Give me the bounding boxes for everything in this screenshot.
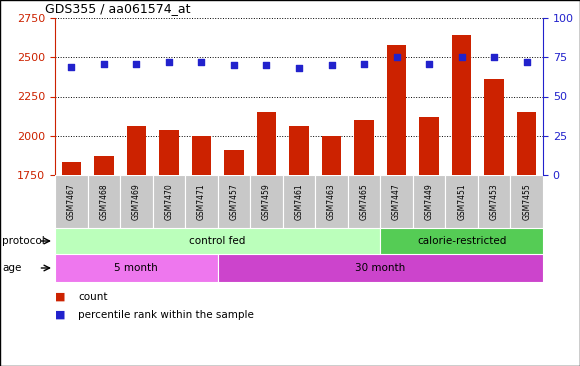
Point [295,65,304,71]
Text: GSM7455: GSM7455 [522,183,531,220]
Bar [413,175,445,228]
Bar [380,228,543,254]
Point [99,61,108,67]
Bar [478,175,510,228]
Point [392,54,401,60]
Point [262,62,271,68]
Bar [218,175,250,228]
Bar [120,175,153,228]
Bar [282,175,316,228]
Bar [55,254,218,282]
Text: percentile rank within the sample: percentile rank within the sample [78,310,254,320]
Bar [55,228,380,254]
Text: GSM7451: GSM7451 [457,183,466,220]
Text: calorie-restricted: calorie-restricted [417,236,506,246]
Bar [88,175,120,228]
Text: GSM7459: GSM7459 [262,183,271,220]
Point [457,54,466,60]
Bar [387,45,407,175]
Text: GSM7447: GSM7447 [392,183,401,220]
Bar [322,136,341,175]
Bar [250,175,282,228]
Bar [316,175,348,228]
Point [67,64,76,70]
Bar [445,175,478,228]
Point [327,62,336,68]
Bar [289,126,309,175]
Point [164,59,173,65]
Bar [185,175,218,228]
Bar [452,35,472,175]
Bar [354,120,374,175]
Text: GSM7463: GSM7463 [327,183,336,220]
Text: GDS355 / aa061574_at: GDS355 / aa061574_at [45,2,190,15]
Point [229,62,238,68]
Point [197,59,206,65]
Bar [257,112,276,175]
Bar [126,126,146,175]
Bar [218,254,543,282]
Text: GSM7461: GSM7461 [295,183,303,220]
Text: GSM7468: GSM7468 [99,183,108,220]
Bar [510,175,543,228]
Point [490,54,499,60]
Bar [224,150,244,175]
Text: 5 month: 5 month [114,263,158,273]
Text: GSM7469: GSM7469 [132,183,141,220]
Point [132,61,141,67]
Point [425,61,434,67]
Text: count: count [78,292,108,302]
Bar [55,175,88,228]
Text: ■: ■ [55,292,69,302]
Text: GSM7470: GSM7470 [164,183,173,220]
Bar [517,112,536,175]
Bar [191,136,211,175]
Text: control fed: control fed [190,236,246,246]
Bar [153,175,185,228]
Text: GSM7457: GSM7457 [230,183,238,220]
Text: GSM7467: GSM7467 [67,183,76,220]
Text: protocol: protocol [2,236,45,246]
Bar [348,175,380,228]
Text: age: age [2,263,21,273]
Bar [419,117,439,175]
Bar [380,175,413,228]
Text: GSM7453: GSM7453 [490,183,499,220]
Text: GSM7465: GSM7465 [360,183,368,220]
Point [522,59,531,65]
Bar [159,130,179,175]
Text: 30 month: 30 month [355,263,405,273]
Bar [61,163,81,175]
Text: GSM7471: GSM7471 [197,183,206,220]
Bar [484,79,504,175]
Bar [94,156,114,175]
Text: GSM7449: GSM7449 [425,183,434,220]
Text: ■: ■ [55,310,69,320]
Point [360,61,369,67]
